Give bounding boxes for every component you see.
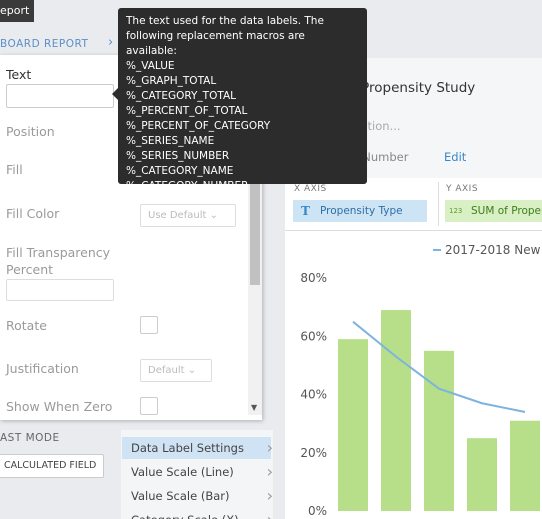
bar (338, 339, 368, 511)
x-axis-label: X AXIS (294, 184, 327, 194)
macro: %_VALUE (126, 60, 175, 72)
tooltip-arrow (112, 88, 118, 100)
legend-label: 2017-2018 New S (445, 243, 542, 257)
breadcrumb-arrow: › (108, 35, 114, 50)
y-field: SUM of Propens (471, 205, 542, 217)
window-tag: eport (0, 0, 35, 22)
fill-label: Fill (6, 162, 23, 177)
macro: %_SERIES_NAME (126, 135, 215, 147)
breadcrumb[interactable]: BOARD REPORT (0, 38, 89, 50)
tooltip-intro: The text used for the data labels. The f… (126, 15, 324, 57)
fill-color-select[interactable]: Use Default ⌄ (140, 204, 236, 227)
bar (467, 438, 497, 511)
macro: %_CATEGORY_NUMBER (126, 180, 249, 192)
y-tick-label: 60% (300, 329, 327, 343)
bar (381, 310, 411, 511)
position-label: Position (6, 124, 55, 139)
bar (510, 420, 540, 511)
macro: %_CATEGORY_NAME (126, 165, 234, 177)
macro: %_GRAPH_TOTAL (126, 75, 217, 87)
mode-label: AST MODE (0, 432, 60, 444)
macro: %_PERCENT_OF_TOTAL (126, 105, 248, 117)
justification-label: Justification (6, 361, 79, 376)
y-tick-label: 0% (308, 504, 327, 518)
macro-list: %_VALUE %_GRAPH_TOTAL %_CATEGORY_TOTAL %_PE… (126, 59, 359, 194)
text-input[interactable] (6, 84, 114, 108)
scrollbar-thumb[interactable] (250, 180, 260, 285)
justification-select[interactable]: Default ⌄ (140, 359, 212, 382)
fill-transparency-input[interactable] (6, 279, 114, 301)
scroll-down[interactable]: ▼ (251, 403, 258, 412)
chart: 0% 20% 40% 60% 80% 2017-2018 New S (285, 231, 542, 519)
menu-item[interactable]: Data Label Settings (122, 437, 273, 459)
justification-value: Default (148, 365, 185, 376)
y-field-icon: 123 (449, 207, 463, 215)
y-tick-label: 80% (300, 271, 327, 285)
y-tick-label: 20% (300, 446, 327, 460)
x-field: Propensity Type (320, 205, 403, 217)
menu-item[interactable]: Value Scale (Line) (122, 461, 273, 483)
bar (424, 350, 454, 511)
fill-transparency-label: Fill Transparency Percent (6, 245, 111, 277)
menu-item[interactable]: Value Scale (Bar) (122, 485, 273, 507)
fill-color-label: Fill Color (6, 206, 60, 221)
menu-item[interactable]: Category Scale (X) (122, 509, 273, 519)
fill-color-value: Use Default (148, 210, 207, 221)
macro: %_PERCENT_OF_CATEGORY (126, 120, 271, 132)
show-when-zero-label: Show When Zero (6, 399, 113, 414)
y-tick-label: 40% (300, 388, 327, 402)
y-axis-label: Y AXIS (446, 184, 479, 194)
macro: %_CATEGORY_TOTAL (126, 90, 236, 102)
rotate-label: Rotate (6, 318, 47, 333)
y-field-pill[interactable] (445, 200, 542, 222)
edit-link[interactable]: Edit (444, 150, 467, 164)
text-label: Text (6, 67, 32, 82)
x-field-icon: T (301, 204, 310, 218)
macro: %_SERIES_NUMBER (126, 150, 230, 162)
rotate-checkbox[interactable] (140, 316, 158, 334)
tooltip: The text used for the data labels. The f… (118, 8, 367, 192)
divider (438, 182, 439, 226)
report-title: on Propensity Study (340, 80, 476, 96)
line (352, 320, 526, 413)
show-when-zero-checkbox[interactable] (140, 397, 158, 415)
calculated-field-button[interactable]: CALCULATED FIELD (0, 454, 105, 478)
x-field-pill[interactable] (293, 200, 427, 222)
